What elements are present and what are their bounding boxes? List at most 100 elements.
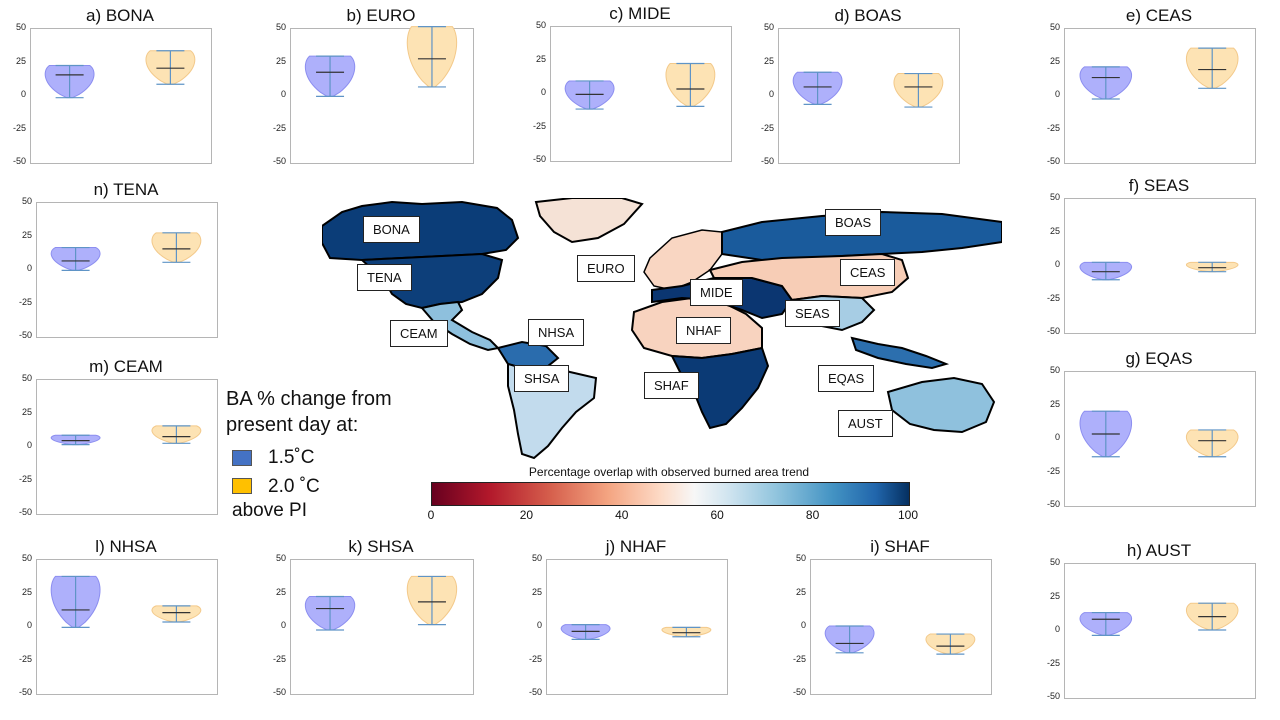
y-tick-label: 50 (275, 553, 286, 563)
y-tick-label: 25 (21, 406, 32, 417)
region-eqas (850, 336, 950, 370)
y-tick-label: -50 (12, 156, 26, 166)
y-tick-label: -25 (792, 653, 806, 664)
map-label-aust: AUST (838, 410, 893, 437)
y-tick-label: 50 (531, 553, 542, 563)
colorbar-tick: 20 (519, 508, 534, 522)
panel-title: f) SEAS (1128, 176, 1190, 195)
legend-swatch-1p5 (232, 450, 252, 466)
violin-panel: h) AUST 50 25 0 -25 -50 (1047, 541, 1256, 701)
y-tick-label: 25 (15, 55, 26, 66)
legend-title-line1: BA % change from (226, 388, 392, 410)
y-tick-label: -25 (18, 473, 32, 484)
violin-panel: e) CEAS 50 25 0 -25 -50 (1047, 6, 1256, 166)
panel-title: a) BONA (85, 6, 155, 25)
y-tick-label: 50 (275, 22, 286, 32)
y-tick-label: 0 (1054, 259, 1060, 269)
panel-title: m) CEAM (89, 357, 163, 376)
y-tick-label: -50 (1046, 691, 1060, 701)
violin-svg (824, 625, 976, 655)
y-tick-label: -25 (272, 122, 286, 133)
violin-panel: d) BOAS 50 25 0 -25 -50 (761, 6, 960, 166)
y-tick-label: -25 (18, 296, 32, 307)
panel-title: i) SHAF (870, 537, 930, 556)
y-tick-label: 50 (21, 373, 32, 383)
y-tick-label: 0 (1054, 89, 1060, 99)
violin-svg (44, 50, 196, 99)
violin-svg (50, 232, 202, 271)
y-tick-label: 25 (1049, 55, 1060, 66)
panel-title: k) SHSA (348, 537, 414, 556)
violin-svg (304, 575, 458, 631)
panel-title: j) NHAF (605, 537, 667, 556)
panel-title: g) EQAS (1125, 349, 1193, 368)
y-tick-label: -50 (1046, 326, 1060, 336)
y-tick-label: -25 (532, 120, 546, 131)
violin-svg (560, 624, 712, 641)
map-label-boas: BOAS (825, 209, 882, 236)
colorbar-tick: 80 (805, 508, 820, 522)
panel-title: b) EURO (346, 6, 416, 25)
y-tick-label: 25 (1049, 398, 1060, 409)
legend-swatch-2p0 (232, 478, 252, 494)
y-tick-label: 0 (26, 440, 32, 450)
y-tick-label: 25 (535, 53, 546, 64)
y-tick-label: 0 (540, 87, 546, 97)
y-tick-label: 0 (800, 620, 806, 630)
y-tick-label: 0 (1054, 624, 1060, 634)
y-tick-label: -50 (272, 687, 286, 697)
violin-svg (1079, 602, 1239, 636)
panel-title: n) TENA (93, 180, 159, 199)
y-tick-label: -25 (1046, 122, 1060, 133)
map-label-tena: TENA (357, 264, 412, 291)
y-tick-label: 0 (280, 89, 286, 99)
y-tick-label: -25 (1046, 657, 1060, 668)
y-tick-label: -50 (532, 154, 546, 164)
y-tick-label: -50 (1046, 156, 1060, 166)
y-tick-label: 25 (795, 586, 806, 597)
y-tick-label: -25 (272, 653, 286, 664)
y-tick-label: -50 (760, 156, 774, 166)
violin-panel: b) EURO 50 25 0 -25 -50 (273, 6, 474, 166)
violin-svg (1079, 261, 1239, 281)
map-label-ceam: CEAM (390, 320, 448, 347)
y-tick-label: 50 (1049, 22, 1060, 32)
violin-svg (50, 425, 202, 446)
y-tick-label: 0 (20, 89, 26, 99)
legend: BA % change from present day at: (226, 386, 392, 438)
y-tick-label: 0 (768, 89, 774, 99)
y-tick-label: 25 (531, 586, 542, 597)
map-label-bona: BONA (363, 216, 420, 243)
violin-svg (564, 62, 716, 110)
y-tick-label: 50 (1049, 192, 1060, 202)
legend-title-line2: present day at: (226, 414, 359, 436)
region-aust (886, 376, 996, 434)
panel-title: e) CEAS (1125, 6, 1193, 25)
panel-title: c) MIDE (609, 4, 671, 23)
map-label-mide: MIDE (690, 279, 743, 306)
colorbar-tick: 100 (897, 508, 919, 522)
y-tick-label: -50 (272, 156, 286, 166)
map-label-eqas: EQAS (818, 365, 875, 392)
y-tick-label: -50 (792, 687, 806, 697)
violin-panel: a) BONA 50 25 0 -25 -50 (13, 6, 212, 166)
y-tick-label: -50 (1046, 499, 1060, 509)
greenland (534, 197, 644, 244)
violin-svg (50, 575, 202, 628)
y-tick-label: 50 (1049, 557, 1060, 567)
y-tick-label: -25 (18, 653, 32, 664)
legend-item-1p5: 1.5˚C (268, 447, 315, 468)
y-tick-label: 50 (795, 553, 806, 563)
violin-svg (792, 71, 944, 108)
y-tick-label: 25 (275, 586, 286, 597)
y-tick-label: 50 (21, 553, 32, 563)
violin-panel: c) MIDE 50 25 0 -25 -50 (533, 4, 732, 164)
y-tick-label: 25 (275, 55, 286, 66)
legend-footer: above PI (232, 500, 307, 521)
y-tick-label: -25 (528, 653, 542, 664)
y-tick-label: -25 (760, 122, 774, 133)
panel-title: h) AUST (1126, 541, 1192, 560)
y-tick-label: 50 (21, 196, 32, 206)
y-tick-label: 25 (21, 586, 32, 597)
y-tick-label: 50 (1049, 365, 1060, 375)
